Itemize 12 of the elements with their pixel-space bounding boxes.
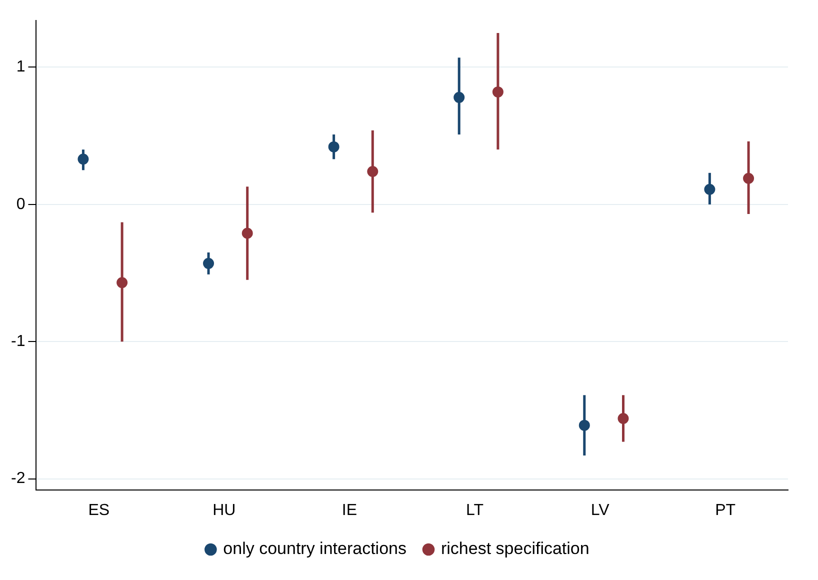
y-tick-label: 1 [16,58,26,76]
legend-label: richest specification [440,539,590,558]
y-tick-label: -1 [10,333,26,350]
y-tick-label: -2 [10,470,26,488]
x-tick-label: PT [715,502,736,519]
legend-label: only country interactions [223,539,406,558]
y-tick-label: 0 [16,196,26,213]
x-tick-label: LT [466,502,484,519]
x-tick-label: HU [212,502,236,519]
x-tick-label: ES [88,502,110,519]
x-tick-label: IE [342,502,358,519]
x-tick-label: LV [590,502,610,519]
